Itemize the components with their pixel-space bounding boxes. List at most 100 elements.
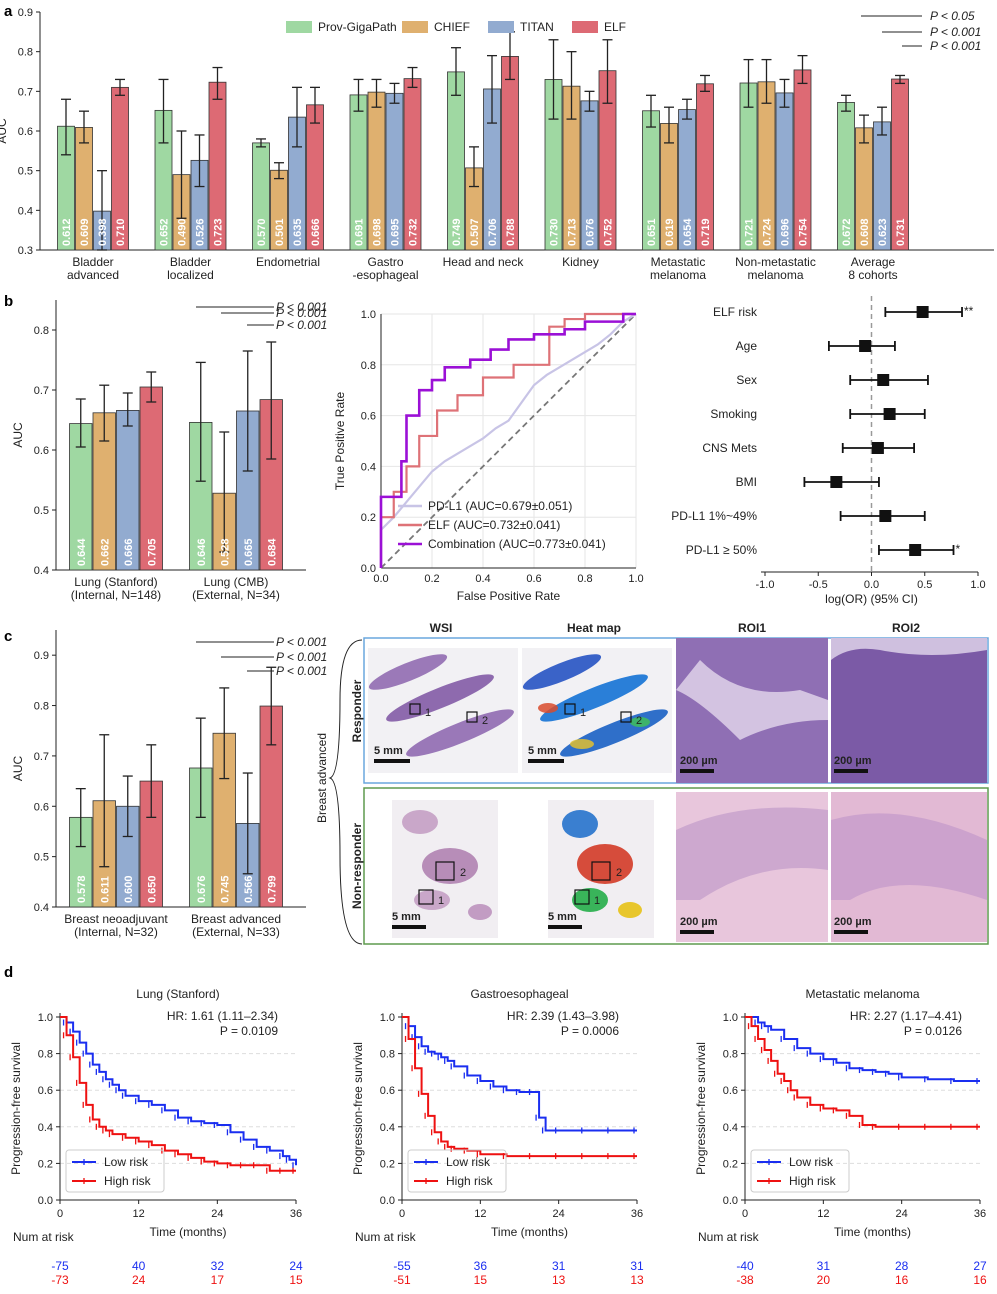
risk-high: 17 [211, 1273, 225, 1287]
km-curve-high-risk [60, 1016, 296, 1172]
category-label: Bladder [170, 255, 211, 269]
scale-bar [374, 759, 410, 763]
bar-value-label: 0.723 [213, 218, 225, 246]
risk-low: 31 [817, 1259, 831, 1273]
category-label: Non-metastatic [735, 255, 816, 269]
bar-value-label: 0.719 [700, 218, 712, 246]
risk-high: 20 [817, 1273, 831, 1287]
y-tick-label: 1.0 [380, 1012, 395, 1024]
y-tick-label: 0.7 [34, 385, 49, 397]
x-axis-label: Time (months) [834, 1225, 911, 1239]
legend-label: ELF [604, 20, 626, 34]
scale-label-200um: 200 µm [834, 755, 872, 767]
category-label: (Internal, N=32) [74, 925, 158, 939]
chart-title: Gastroesophageal [470, 987, 568, 1001]
y-tick-label: 0.6 [34, 445, 49, 457]
bar-value-label: 0.705 [146, 538, 158, 566]
risk-high: -73 [51, 1273, 69, 1287]
col-header-roi1: ROI1 [738, 621, 766, 635]
curly-brace [328, 639, 363, 945]
chart-d-km-melanoma: 0.0 0.2 0.4 0.6 0.8 1.0 0 12 24 36 Time (months) Pr… [694, 987, 987, 1287]
roi1-label: 1 [580, 707, 586, 719]
pvalue-label: P < 0.001 [276, 306, 327, 320]
risk-low: -40 [736, 1259, 754, 1273]
legend-box [65, 1149, 165, 1193]
bar-value-label: 0.710 [115, 218, 127, 246]
tissue-fragment [414, 890, 450, 910]
col-header-roi2: ROI2 [892, 621, 920, 635]
category-label: melanoma [747, 268, 803, 282]
roi1-label: 1 [438, 895, 444, 907]
legend-label: Prov-GigaPath [318, 20, 397, 34]
bar-value-label: 0.752 [603, 218, 615, 246]
x-tick-label: 24 [211, 1208, 223, 1220]
y-tick-label: 0.4 [34, 565, 49, 577]
chart-title: Lung (Stanford) [136, 987, 219, 1001]
panel-c-histology: Breast advanced WSI Heat map ROI1 ROI2 R… [315, 621, 989, 945]
heat-fragment [618, 902, 642, 918]
x-tick-label: 36 [290, 1208, 302, 1220]
or-marker [883, 408, 896, 420]
roi2-box [435, 861, 455, 881]
tissue-fragment [422, 848, 478, 884]
chart-d-km-gastro: 0.0 0.2 0.4 0.6 0.8 1.0 0 12 24 36 Time (months) Pr… [351, 987, 644, 1287]
scale-bar [680, 769, 714, 773]
legend-box [750, 1149, 850, 1193]
legend-swatch [402, 21, 428, 33]
tissue-fragment [468, 904, 492, 920]
legend-label: PD-L1 (AUC=0.679±0.051) [428, 499, 572, 513]
roi2-label: 2 [482, 715, 488, 727]
bar-value-label: 0.706 [487, 218, 499, 246]
x-tick-label: 0.8 [577, 573, 592, 585]
side-label-breast-advanced: Breast advanced [315, 733, 329, 823]
significance-star: * [956, 542, 961, 556]
bar-value-label: 0.666 [123, 538, 135, 566]
or-marker [879, 510, 892, 522]
risk-low: 24 [289, 1259, 303, 1273]
category-label: Endometrial [256, 255, 320, 269]
bar-value-label: 0.652 [159, 218, 171, 246]
forest-row-label: BMI [736, 475, 757, 489]
bar-value-label: 0.651 [646, 218, 658, 246]
risk-low: 28 [895, 1259, 909, 1273]
y-tick-label: 0.7 [18, 86, 33, 98]
roi2-label: 2 [616, 867, 622, 879]
scale-label-5mm: 5 mm [392, 911, 421, 923]
category-label: Metastatic [651, 255, 706, 269]
y-tick-label: 0.2 [723, 1158, 738, 1170]
bar-value-label: 0.570 [256, 218, 268, 246]
roc-curve [379, 313, 637, 568]
y-tick-label: 0.6 [723, 1085, 738, 1097]
bar-value-label: 0.698 [372, 218, 384, 246]
tissue-strip [368, 654, 448, 690]
panel-label-c: c [4, 628, 12, 645]
bar-value-label: 0.662 [99, 538, 111, 566]
legend-label: Low risk [789, 1155, 834, 1169]
km-curve-high-risk [745, 1016, 980, 1128]
y-tick-label: 1.0 [361, 309, 376, 321]
bar-value-label: 0.676 [585, 218, 597, 246]
risk-low: 31 [552, 1259, 566, 1273]
tissue-gap [831, 638, 987, 660]
x-tick-label: 0.0 [373, 573, 388, 585]
significance-star: ** [964, 304, 974, 318]
pvalue-label: P < 0.001 [276, 650, 327, 664]
roi1-label: 1 [425, 707, 431, 719]
x-tick-label: 36 [974, 1208, 986, 1220]
risk-low: 40 [132, 1259, 146, 1273]
bar-value-label: 0.731 [895, 218, 907, 246]
category-label: (External, N=34) [192, 588, 280, 602]
x-tick-label: 36 [631, 1208, 643, 1220]
tissue-gap [676, 660, 828, 740]
category-label: Gastro [367, 255, 403, 269]
x-tick-label: 0.6 [526, 573, 541, 585]
bar-value-label: 0.528 [219, 538, 231, 566]
scale-bar [392, 925, 426, 929]
bar-value-label: 0.654 [682, 218, 694, 246]
legend-label: High risk [104, 1174, 152, 1188]
chart-a-auc-bars: 0.30.40.50.60.70.80.9AUCBladderadvanced0… [0, 7, 994, 282]
risk-high: 16 [973, 1273, 987, 1287]
bar-value-label: 0.578 [76, 875, 88, 903]
km-curve-high-risk [402, 1016, 637, 1158]
